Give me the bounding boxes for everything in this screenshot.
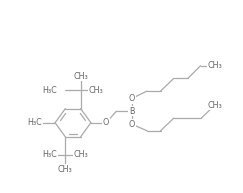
Text: B: B: [129, 107, 134, 116]
Text: O: O: [129, 94, 135, 103]
Text: H₃C: H₃C: [43, 151, 57, 159]
Text: CH₃: CH₃: [73, 151, 88, 159]
Text: O: O: [129, 120, 135, 129]
Text: H₃C: H₃C: [43, 86, 57, 95]
Text: H₃C: H₃C: [27, 118, 42, 127]
Text: O: O: [103, 118, 109, 127]
Text: CH₃: CH₃: [89, 86, 103, 95]
Text: CH₃: CH₃: [207, 101, 222, 110]
Text: CH₃: CH₃: [73, 72, 88, 81]
Text: CH₃: CH₃: [207, 61, 222, 70]
Text: CH₃: CH₃: [58, 165, 73, 174]
